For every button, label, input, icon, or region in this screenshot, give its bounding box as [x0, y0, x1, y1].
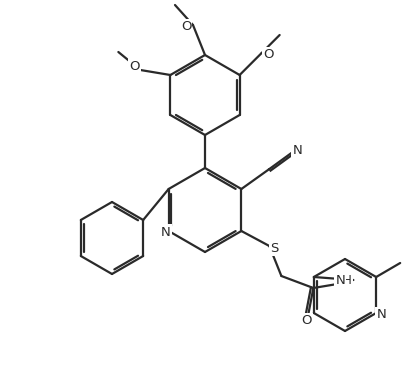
Text: O: O: [263, 48, 274, 62]
Text: N: N: [376, 308, 386, 322]
Text: H: H: [343, 274, 352, 286]
Text: S: S: [270, 241, 278, 255]
Text: N: N: [161, 225, 171, 239]
Text: N: N: [292, 144, 302, 156]
Text: O: O: [129, 59, 139, 73]
Text: O: O: [301, 315, 312, 327]
Text: N: N: [336, 274, 345, 286]
Text: O: O: [181, 21, 191, 33]
